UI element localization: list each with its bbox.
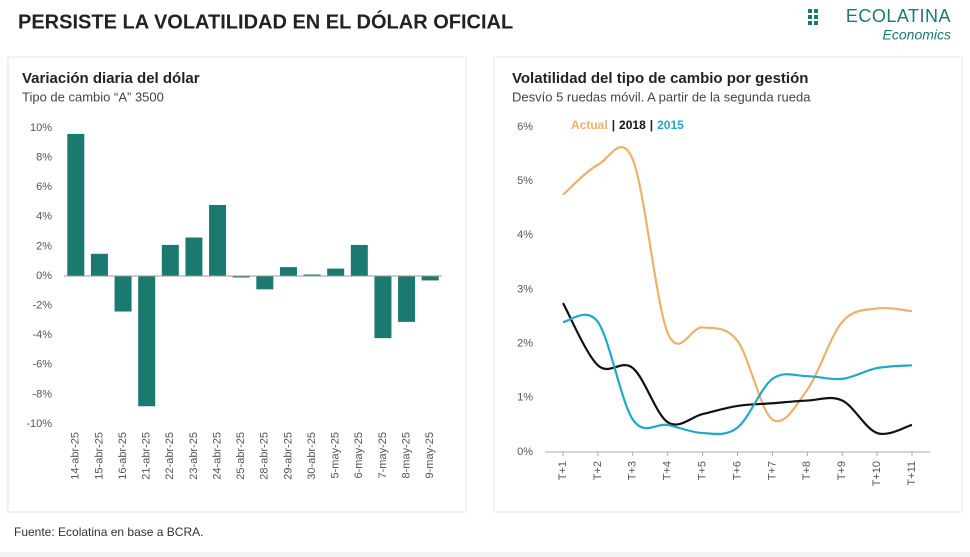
bar <box>90 253 108 276</box>
line-series <box>562 146 913 423</box>
bar <box>232 276 250 278</box>
bar <box>279 267 297 276</box>
bar <box>114 276 132 312</box>
x-tick-label: 29-abr-25 <box>282 432 294 480</box>
bar <box>185 237 203 276</box>
source: Fuente: Ecolatina en base a BCRA. <box>14 525 203 539</box>
y-tick-label: -8% <box>32 388 52 400</box>
legend: Actual | 2018 | 2015 <box>571 118 684 132</box>
x-tick-label: 22-abr-25 <box>164 432 176 480</box>
y-tick-label: -2% <box>32 300 52 312</box>
x-tick-label: 8-may-25 <box>400 432 412 478</box>
y-tick-label: 0% <box>517 446 533 458</box>
legend-entry: 2018 <box>619 118 646 132</box>
x-tick-label: T+6 <box>731 461 743 480</box>
bar <box>398 276 416 322</box>
y-tick-label: -10% <box>26 418 52 430</box>
legend-separator: | <box>612 118 615 132</box>
x-tick-label: 9-may-25 <box>424 432 436 478</box>
brand: ECOLATINA <box>846 6 951 26</box>
brand-sub: Economics <box>883 27 951 43</box>
y-tick-label: -6% <box>32 359 52 371</box>
bar <box>350 244 368 276</box>
y-tick-label: 3% <box>517 283 533 295</box>
page-title: PERSISTE LA VOLATILIDAD EN EL DÓLAR OFIC… <box>18 9 513 33</box>
x-tick-label: T+4 <box>662 461 674 480</box>
x-tick-label: T+2 <box>592 461 604 480</box>
bar <box>421 276 439 281</box>
y-tick-label: 10% <box>30 122 52 134</box>
legend-entry: Actual <box>571 118 608 132</box>
chart-title: Volatilidad del tipo de cambio por gesti… <box>512 70 808 87</box>
bar <box>67 133 85 276</box>
y-tick-label: 1% <box>517 392 533 404</box>
y-tick-label: 4% <box>517 229 533 241</box>
bar <box>161 244 179 276</box>
x-tick-label: 28-abr-25 <box>259 432 271 480</box>
x-tick-label: T+8 <box>801 461 813 480</box>
chart-subtitle: Tipo de cambio “A” 3500 <box>22 89 164 104</box>
x-tick-label: T+11 <box>906 461 918 486</box>
x-tick-label: T+9 <box>836 461 848 480</box>
bar <box>327 268 345 276</box>
legend-entry: 2015 <box>657 118 684 132</box>
bar <box>256 276 274 290</box>
line-series <box>562 302 913 436</box>
x-tick-label: 16-abr-25 <box>117 432 129 480</box>
x-tick-label: 30-abr-25 <box>306 432 318 480</box>
x-tick-label: T+5 <box>697 461 709 480</box>
x-tick-label: T+10 <box>871 461 883 486</box>
legend-separator: | <box>650 118 653 132</box>
x-tick-label: 21-abr-25 <box>141 432 153 480</box>
x-tick-label: T+1 <box>557 461 569 480</box>
logo-mark <box>808 9 818 25</box>
y-tick-label: 5% <box>517 175 533 187</box>
bar <box>374 276 392 339</box>
y-tick-label: 6% <box>517 121 533 133</box>
x-tick-label: T+3 <box>627 461 639 480</box>
x-tick-label: 23-abr-25 <box>188 432 200 480</box>
bar <box>303 274 321 276</box>
x-tick-label: T+7 <box>766 461 778 480</box>
x-tick-label: 14-abr-25 <box>70 432 82 480</box>
y-tick-label: 2% <box>36 240 52 252</box>
chart-subtitle: Desvío 5 ruedas móvil. A partir de la se… <box>512 89 811 104</box>
line-series <box>562 313 913 436</box>
y-tick-label: 6% <box>36 181 52 193</box>
chart-title: Variación diaria del dólar <box>22 70 200 87</box>
y-tick-label: -4% <box>32 329 52 341</box>
bar <box>209 204 227 276</box>
y-tick-label: 8% <box>36 152 52 164</box>
x-tick-label: 25-abr-25 <box>235 432 247 480</box>
x-tick-label: 5-may-25 <box>330 432 342 478</box>
y-tick-label: 4% <box>36 211 52 223</box>
y-tick-label: 2% <box>517 338 533 350</box>
x-tick-label: 24-abr-25 <box>211 432 223 480</box>
card <box>493 56 963 513</box>
y-tick-label: 0% <box>36 270 52 282</box>
x-tick-label: 7-may-25 <box>377 432 389 478</box>
x-tick-label: 6-may-25 <box>353 432 365 478</box>
x-tick-label: 15-abr-25 <box>93 432 105 480</box>
bar <box>138 276 156 407</box>
